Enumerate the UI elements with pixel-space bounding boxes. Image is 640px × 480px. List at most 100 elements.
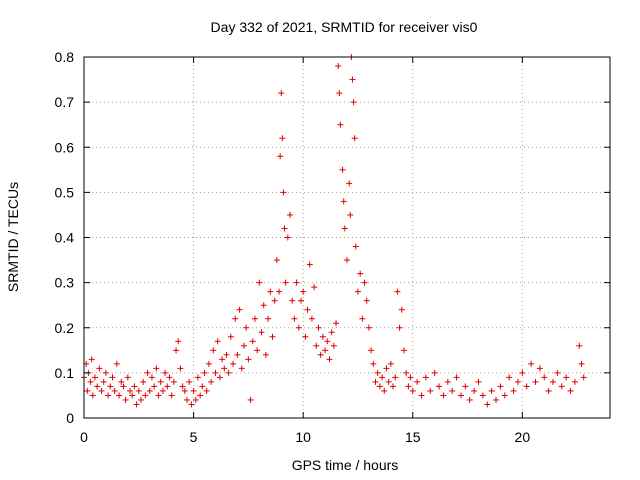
y-tick-label: 0.3 [55,275,75,291]
data-point [199,383,206,390]
data-point [418,392,425,399]
y-tick-label: 0.1 [55,365,75,381]
data-point [578,360,585,367]
data-point [346,180,353,187]
data-point [153,365,160,372]
data-point [240,342,247,349]
data-point [197,392,204,399]
data-point [280,189,287,196]
data-point [311,284,318,291]
data-point [349,76,356,83]
x-tick-label: 15 [405,429,421,445]
data-point [381,387,388,394]
x-tick-label: 20 [515,429,531,445]
data-point [113,360,120,367]
data-point [580,374,587,381]
data-point [278,90,285,97]
data-point [488,387,495,394]
data-point [528,360,535,367]
data-point [396,324,403,331]
data-point [457,392,464,399]
data-point [94,383,101,390]
data-point [313,342,320,349]
data-point [230,360,237,367]
data-point [177,365,184,372]
data-point [265,315,272,322]
data-point [563,374,570,381]
data-point [379,374,386,381]
data-point [223,351,230,358]
data-point [234,351,241,358]
data-point [227,333,234,340]
data-point [127,387,134,394]
data-point [405,383,412,390]
data-point [532,378,539,385]
data-point [576,342,583,349]
data-point [144,369,151,376]
data-point [89,392,96,399]
data-point [105,392,112,399]
data-point [315,324,322,331]
data-point [431,369,438,376]
data-point [133,401,140,408]
data-point [347,211,354,218]
data-point [372,378,379,385]
data-point [449,387,456,394]
data-point [335,63,342,70]
data-point [510,387,517,394]
data-point [284,234,291,241]
data-point [330,342,337,349]
data-point [188,401,195,408]
data-point [267,288,274,295]
data-point [394,288,401,295]
data-point [300,288,307,295]
y-tick-label: 0.7 [55,94,75,110]
data-point [166,374,173,381]
x-tick-label: 5 [190,429,198,445]
data-point [440,392,447,399]
data-point [352,243,359,250]
data-point [221,365,228,372]
data-point [484,401,491,408]
data-point [414,378,421,385]
data-point [567,387,574,394]
data-point [148,374,155,381]
data-point [88,356,95,363]
data-point [359,315,366,322]
data-point [262,351,269,358]
data-point [225,369,232,376]
data-point [194,374,201,381]
data-point [192,396,199,403]
data-point [219,356,226,363]
data-point [135,387,142,394]
data-point [374,369,381,376]
y-tick-label: 0.8 [55,49,75,65]
y-tick-label: 0.6 [55,139,75,155]
data-point [317,351,324,358]
data-point [190,387,197,394]
data-point [554,369,561,376]
data-point [236,306,243,313]
data-point [184,396,191,403]
data-point [146,387,153,394]
data-point [326,356,333,363]
data-point [157,378,164,385]
data-point [247,396,254,403]
data-point [368,347,375,354]
data-point [336,90,343,97]
data-point [350,99,357,106]
data-point [84,387,91,394]
data-point [122,396,129,403]
data-point [232,315,239,322]
data-point [175,338,182,345]
data-point [322,347,329,354]
data-point [571,378,578,385]
data-point [111,387,118,394]
data-point [151,383,158,390]
data-point [541,374,548,381]
data-point [245,356,252,363]
data-point [256,279,263,286]
data-point [497,383,504,390]
data-point [545,387,552,394]
data-point [254,347,261,354]
